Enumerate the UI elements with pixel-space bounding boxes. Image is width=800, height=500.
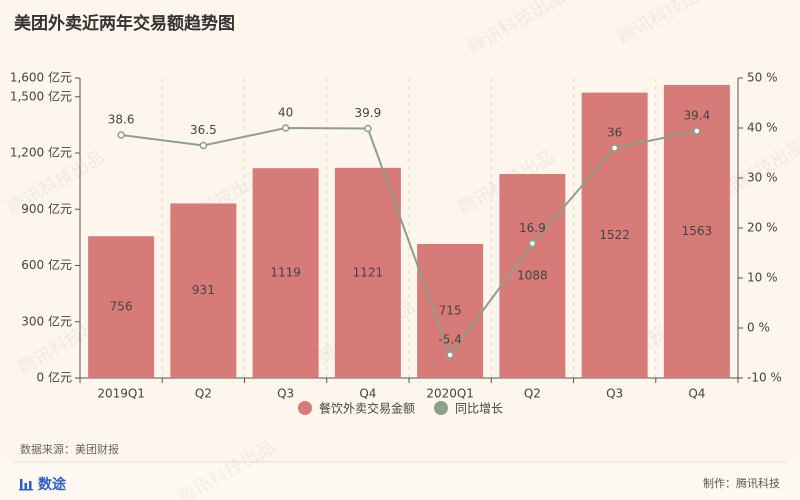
bar — [334, 167, 401, 378]
line-point — [364, 124, 372, 133]
y-tick-label: 300 亿元 — [21, 313, 72, 328]
bar — [88, 236, 155, 378]
legend-label: 餐饮外卖交易金额 — [319, 401, 415, 416]
y-tick-label: 0 亿元 — [37, 370, 72, 385]
y2-tick-label: 30 % — [747, 171, 778, 185]
line-value-label: 36.5 — [190, 123, 217, 137]
bar — [252, 168, 319, 378]
x-tick-label: Q4 — [688, 387, 705, 401]
line — [120, 126, 698, 358]
bar-value-label: 1563 — [682, 224, 713, 238]
legend-swatch — [298, 401, 312, 415]
brand: 数途 — [38, 476, 67, 493]
line-value-label: 40 — [278, 106, 293, 120]
bar-value-label: 1522 — [599, 228, 630, 242]
y-tick-label: 600 亿元 — [21, 257, 72, 272]
y2-tick-label: -10 % — [747, 371, 782, 385]
bar-value-label: 931 — [192, 283, 215, 297]
brand-icon — [19, 479, 33, 491]
legend-swatch — [434, 401, 449, 415]
line-value-label: 16.9 — [519, 221, 546, 235]
y2-tick-label: 40 % — [747, 121, 778, 135]
bar — [170, 203, 237, 378]
legend-label: 同比增长 — [455, 402, 503, 416]
bar — [581, 92, 648, 378]
source: 数据来源：美团财报 — [20, 442, 119, 456]
bar-value-label: 756 — [110, 300, 133, 314]
line-value-label: -5.4 — [438, 333, 461, 347]
y2-tick-label: 10 % — [747, 271, 778, 285]
y-tick-label: 1,200 亿元 — [10, 145, 72, 160]
footer-band — [0, 462, 800, 500]
line-point — [281, 124, 290, 132]
icon-bar — [24, 483, 27, 489]
line-point — [446, 351, 454, 359]
line-point — [693, 127, 701, 135]
line-point — [117, 131, 125, 139]
x-tick-label: 2019Q1 — [97, 387, 145, 401]
x-tick-label: Q3 — [277, 387, 294, 401]
y2-tick-label: 0 % — [747, 321, 770, 335]
y-tick-label: 1,500 亿元 — [10, 88, 72, 103]
line-point — [528, 239, 537, 248]
bar — [499, 174, 566, 378]
line-value-label: 38.6 — [108, 113, 135, 127]
x-tick-label: Q3 — [606, 387, 623, 401]
line-value-label: 36 — [607, 126, 622, 140]
icon-base — [19, 489, 33, 491]
line-value-label: 39.4 — [684, 109, 711, 123]
y-tick-label: 1,600 亿元 — [10, 70, 72, 85]
icon-bar — [29, 481, 32, 489]
x-tick-label: Q2 — [524, 387, 541, 401]
x-tick-label: Q2 — [195, 387, 212, 401]
line-value-label: 39.9 — [355, 106, 382, 120]
bar-value-label: 1119 — [270, 266, 301, 280]
credit: 制作：腾讯科技 — [703, 476, 780, 490]
icon-bar — [20, 479, 23, 489]
line-point — [610, 144, 619, 152]
bar-value-label: 1088 — [517, 269, 548, 283]
y2-tick-label: 50 % — [747, 71, 778, 85]
chart-title: 美团外卖近两年交易额趋势图 — [14, 13, 235, 34]
bar-value-label: 715 — [439, 303, 462, 317]
x-tick-label: 2020Q1 — [426, 387, 474, 401]
line-point — [199, 141, 208, 150]
y-tick-label: 900 亿元 — [21, 201, 72, 216]
bar-value-label: 1121 — [353, 265, 384, 279]
y2-tick-label: 20 % — [747, 221, 778, 235]
x-tick-label: Q4 — [359, 387, 376, 401]
